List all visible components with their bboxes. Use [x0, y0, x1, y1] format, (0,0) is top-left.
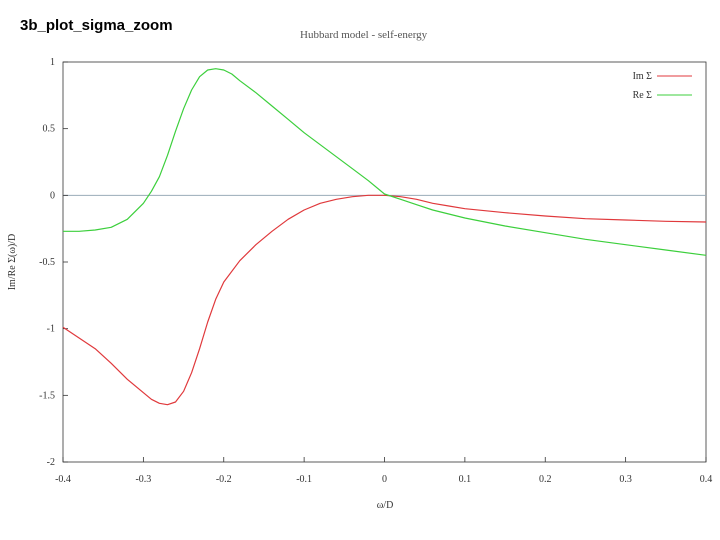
plot-frame	[62, 61, 707, 463]
y-tick-label: -1	[47, 324, 55, 335]
legend-label-re: Re Σ	[633, 90, 653, 101]
x-tick-label: -0.2	[216, 474, 232, 485]
y-tick-label: -1.5	[39, 390, 55, 401]
y-axis-label: Im/Re Σ(ω)/D	[7, 234, 18, 291]
legend-label-im: Im Σ	[633, 71, 653, 82]
y-tick-label: 1	[50, 57, 55, 68]
slide-label: 3b_plot_sigma_zoom	[20, 17, 173, 34]
legend: Im Σ Re Σ	[633, 71, 692, 101]
y-tick-label: -0.5	[39, 257, 55, 268]
series-line-0	[62, 194, 707, 406]
series-line-1	[63, 68, 707, 256]
x-axis-label: ω/D	[377, 500, 394, 511]
x-tick-label: -0.4	[55, 474, 71, 485]
y-tick-label: 0	[50, 190, 55, 201]
y-tick-label: 0.5	[43, 124, 56, 135]
y-tick-label: -2	[47, 457, 55, 468]
x-tick-label: 0.4	[700, 474, 713, 485]
x-tick-label: -0.1	[296, 474, 312, 485]
x-ticks: -0.4 -0.3 -0.2 -0.1 0 0.1 0.2 0.3 0.4	[55, 457, 712, 485]
chart-title: Hubbard model - self-energy	[300, 29, 428, 41]
x-tick-label: -0.3	[135, 474, 151, 485]
x-tick-label: 0.1	[459, 474, 472, 485]
y-ticks: 1 0.5 0 -0.5 -1 -1.5 -2	[39, 57, 68, 468]
x-tick-label: 0.2	[539, 474, 552, 485]
x-tick-label: 0	[382, 474, 387, 485]
series-lines	[62, 68, 707, 406]
x-tick-label: 0.3	[619, 474, 632, 485]
